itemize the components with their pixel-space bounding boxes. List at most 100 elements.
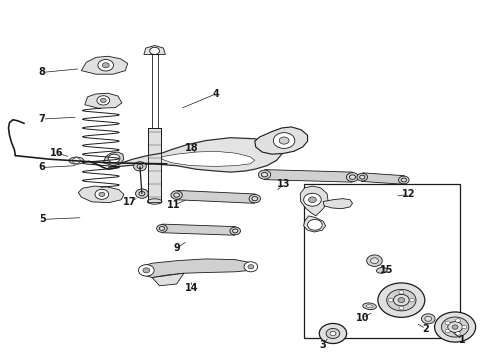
Polygon shape (108, 138, 282, 172)
Circle shape (273, 133, 295, 148)
Circle shape (134, 162, 147, 171)
Text: 4: 4 (212, 89, 219, 99)
Circle shape (349, 175, 356, 179)
Circle shape (308, 220, 322, 230)
Ellipse shape (69, 157, 84, 164)
Circle shape (102, 63, 109, 68)
Text: 1: 1 (459, 334, 466, 345)
Polygon shape (300, 186, 328, 216)
Polygon shape (144, 45, 165, 54)
Text: 8: 8 (39, 67, 46, 77)
Circle shape (378, 283, 425, 318)
Polygon shape (255, 127, 308, 154)
Circle shape (304, 193, 321, 206)
Polygon shape (304, 216, 326, 232)
Text: 10: 10 (356, 313, 369, 323)
Circle shape (100, 98, 106, 103)
Circle shape (73, 158, 80, 163)
Circle shape (248, 265, 254, 269)
Circle shape (452, 325, 458, 329)
Polygon shape (362, 173, 404, 184)
Circle shape (421, 314, 435, 324)
Circle shape (360, 175, 365, 179)
Circle shape (137, 164, 143, 168)
Circle shape (262, 172, 268, 177)
Circle shape (95, 189, 109, 199)
Circle shape (309, 197, 317, 203)
Circle shape (401, 178, 406, 182)
Polygon shape (264, 170, 353, 182)
Circle shape (139, 192, 145, 196)
Circle shape (99, 192, 105, 197)
Circle shape (456, 332, 461, 335)
Text: 18: 18 (184, 143, 198, 153)
Circle shape (136, 189, 148, 198)
Circle shape (435, 312, 476, 342)
Text: 11: 11 (168, 200, 181, 210)
Ellipse shape (366, 305, 373, 308)
Circle shape (249, 194, 261, 203)
Text: 2: 2 (422, 324, 429, 334)
Circle shape (157, 225, 167, 232)
Circle shape (410, 298, 415, 302)
Circle shape (98, 59, 114, 71)
Circle shape (367, 255, 382, 266)
Text: 7: 7 (39, 114, 46, 124)
Ellipse shape (363, 303, 376, 310)
Circle shape (230, 227, 241, 235)
Circle shape (326, 328, 340, 338)
Bar (304, 184, 460, 338)
Circle shape (370, 258, 378, 264)
Text: 12: 12 (402, 189, 416, 199)
Circle shape (399, 306, 404, 310)
Circle shape (319, 323, 346, 343)
Text: 6: 6 (39, 162, 46, 172)
Text: 17: 17 (123, 197, 137, 207)
Polygon shape (323, 199, 352, 209)
Circle shape (330, 331, 336, 336)
Text: 16: 16 (50, 148, 64, 158)
Circle shape (441, 317, 469, 337)
Polygon shape (140, 259, 255, 278)
Polygon shape (162, 151, 255, 166)
Circle shape (97, 96, 110, 105)
Ellipse shape (376, 267, 387, 273)
Text: 3: 3 (320, 340, 326, 350)
Text: 15: 15 (380, 265, 393, 275)
Text: 13: 13 (277, 179, 291, 189)
Circle shape (399, 291, 404, 294)
Circle shape (346, 172, 359, 182)
Circle shape (233, 229, 238, 233)
Polygon shape (103, 152, 124, 166)
Circle shape (244, 262, 258, 272)
Circle shape (462, 325, 467, 329)
Circle shape (388, 298, 393, 302)
Circle shape (143, 268, 150, 273)
Polygon shape (162, 224, 236, 235)
Circle shape (425, 316, 432, 321)
Circle shape (171, 191, 182, 199)
Circle shape (159, 226, 165, 230)
Circle shape (387, 289, 416, 311)
Circle shape (139, 265, 154, 276)
Circle shape (445, 329, 450, 333)
Circle shape (456, 319, 461, 322)
Circle shape (448, 321, 463, 332)
Polygon shape (176, 190, 255, 203)
Circle shape (398, 176, 409, 184)
Circle shape (258, 170, 270, 179)
Text: 9: 9 (173, 243, 180, 253)
Circle shape (174, 193, 179, 197)
Circle shape (252, 197, 258, 201)
Circle shape (108, 154, 120, 163)
Circle shape (398, 298, 405, 303)
Circle shape (445, 321, 450, 325)
Polygon shape (81, 56, 128, 74)
Circle shape (393, 294, 409, 306)
Circle shape (357, 173, 368, 181)
Polygon shape (85, 93, 122, 108)
Text: 14: 14 (185, 283, 198, 293)
Text: 5: 5 (39, 215, 46, 224)
Polygon shape (78, 186, 124, 203)
Polygon shape (152, 273, 184, 286)
